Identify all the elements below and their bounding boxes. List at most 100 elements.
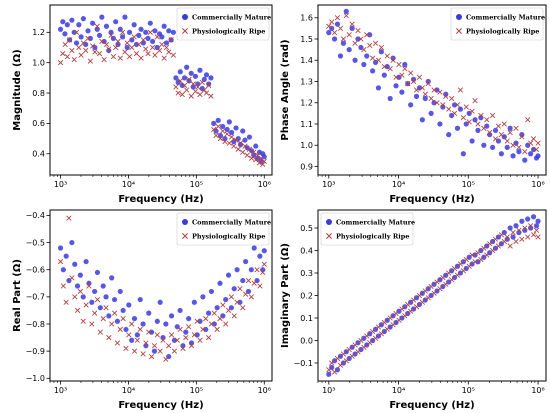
- data-point: [428, 283, 434, 290]
- data-point: [101, 57, 107, 63]
- data-point: [83, 47, 89, 54]
- data-point: [437, 121, 443, 127]
- data-point: [208, 321, 215, 327]
- data-point: [197, 91, 203, 98]
- data-point: [475, 127, 481, 133]
- data-point: [530, 146, 537, 153]
- data-point: [501, 121, 507, 127]
- data-point: [495, 123, 502, 129]
- data-point: [498, 132, 504, 138]
- data-point: [69, 47, 75, 54]
- data-point: [513, 125, 519, 131]
- data-point: [460, 115, 466, 121]
- data-point: [451, 110, 458, 116]
- data-point: [211, 126, 217, 133]
- data-point: [440, 274, 446, 281]
- data-point: [487, 250, 493, 256]
- legend-marker: [456, 14, 462, 20]
- data-point: [166, 343, 172, 349]
- data-point: [228, 294, 235, 300]
- data-point: [145, 50, 151, 57]
- legend: Commercially Mature Physiologically Ripe: [176, 7, 271, 41]
- data-point: [260, 267, 266, 273]
- data-point: [340, 40, 347, 46]
- data-point: [399, 72, 405, 78]
- data-point: [416, 301, 423, 308]
- x-tick-label: 10⁶: [258, 386, 271, 395]
- data-point: [199, 79, 205, 86]
- data-point: [393, 310, 399, 317]
- y-tick-label: 0.4: [32, 150, 45, 159]
- data-point: [231, 313, 237, 319]
- data-point: [410, 78, 417, 85]
- data-point: [431, 281, 437, 287]
- data-point: [200, 326, 206, 333]
- data-point: [331, 30, 338, 36]
- data-point: [399, 306, 405, 312]
- data-point: [103, 41, 110, 48]
- data-point: [149, 44, 156, 51]
- legend-box: [176, 212, 270, 246]
- data-point: [381, 72, 387, 78]
- data-point: [174, 337, 180, 343]
- data-point: [337, 53, 344, 59]
- data-point: [103, 23, 110, 29]
- data-point: [72, 294, 78, 300]
- data-point: [457, 270, 464, 276]
- x-tick-label: 10³: [322, 386, 335, 395]
- data-point: [213, 128, 219, 134]
- data-point: [96, 50, 103, 57]
- data-point: [498, 151, 504, 157]
- data-point: [213, 132, 219, 139]
- data-point: [475, 250, 481, 256]
- data-point: [80, 40, 86, 46]
- data-point: [151, 343, 158, 349]
- data-point: [422, 288, 428, 294]
- data-point: [504, 234, 510, 240]
- data-point: [405, 301, 411, 308]
- data-point: [358, 346, 364, 353]
- x-tick-label: 10⁶: [531, 386, 544, 395]
- data-point: [443, 272, 449, 278]
- data-point: [63, 299, 69, 305]
- data-point: [122, 14, 128, 20]
- data-point: [123, 326, 129, 333]
- data-point: [163, 356, 169, 362]
- data-point: [440, 102, 446, 108]
- data-point: [122, 49, 128, 55]
- data-point: [413, 304, 420, 310]
- data-point: [402, 66, 408, 72]
- data-point: [419, 117, 425, 123]
- y-tick-label: 1.0: [300, 141, 313, 150]
- y-axis-label: Phase Angle (rad): [280, 39, 291, 140]
- data-point: [343, 13, 349, 19]
- data-point: [428, 110, 434, 116]
- data-point: [191, 332, 197, 338]
- data-point: [117, 55, 123, 61]
- data-point: [246, 146, 253, 152]
- data-point: [408, 308, 414, 314]
- data-point: [97, 329, 103, 335]
- data-point: [451, 265, 458, 272]
- data-point: [177, 326, 183, 333]
- data-point: [129, 337, 135, 343]
- data-point: [384, 53, 390, 59]
- data-point: [180, 345, 186, 352]
- data-point: [74, 283, 81, 289]
- data-point: [449, 95, 455, 102]
- data-point: [211, 321, 217, 327]
- y-tick-label: 1.3: [300, 77, 313, 86]
- data-point: [346, 47, 352, 53]
- legend-marker: [182, 14, 188, 20]
- data-point: [63, 253, 69, 259]
- data-point: [64, 22, 70, 28]
- data-point: [188, 93, 194, 99]
- data-point: [257, 283, 263, 289]
- data-point: [184, 87, 190, 93]
- data-point: [85, 35, 91, 42]
- data-point: [69, 17, 75, 23]
- data-point: [431, 87, 437, 93]
- chart-panel-4: 10³ 10⁴ 10⁵ 10⁶ −0.1 0.0 0.1 0.2 0.3 0.4 0.5 Freque…: [280, 209, 547, 411]
- data-point: [495, 243, 502, 249]
- data-point: [108, 32, 114, 38]
